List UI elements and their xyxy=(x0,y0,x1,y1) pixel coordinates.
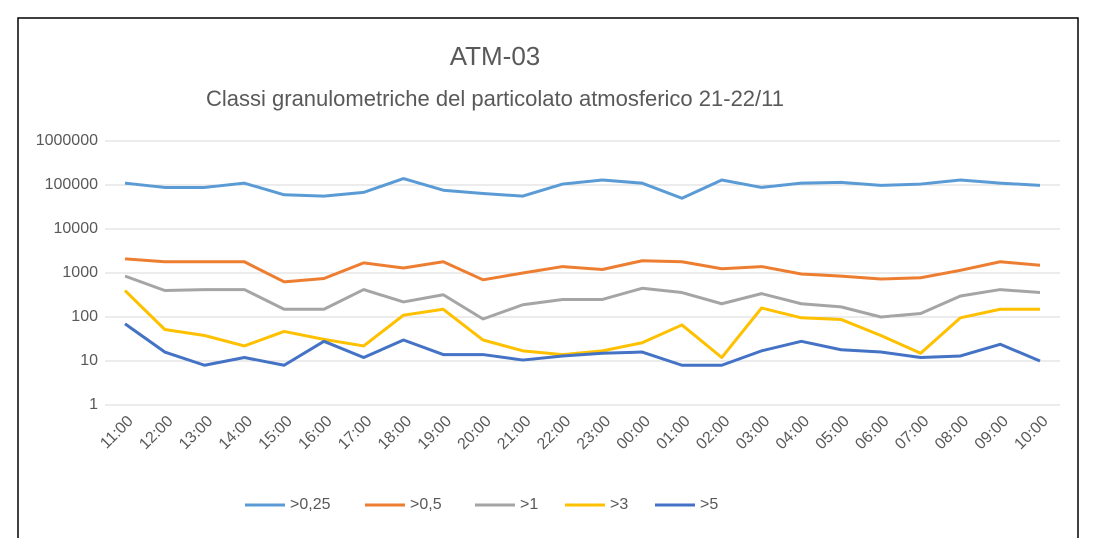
line-series xyxy=(124,322,1041,367)
y-tick-label: 1000000 xyxy=(36,132,98,149)
legend-label: >0,5 xyxy=(410,496,442,513)
y-tick-label: 10 xyxy=(80,352,98,369)
line-series xyxy=(124,177,1041,200)
legend-label: >5 xyxy=(700,496,718,513)
chart-subtitle: Classi granulometriche del particolato a… xyxy=(206,86,784,111)
y-tick-label: 1000 xyxy=(62,264,98,281)
line-series xyxy=(123,289,1040,360)
y-tick-label: 10000 xyxy=(54,220,99,237)
legend-label: >0,25 xyxy=(290,496,331,513)
legend-label: >3 xyxy=(610,496,628,513)
y-tick-label: 100000 xyxy=(45,176,98,193)
line-series xyxy=(124,274,1041,321)
y-tick-label: 1 xyxy=(89,396,98,413)
line-series xyxy=(124,257,1041,284)
y-tick-label: 100 xyxy=(71,308,98,325)
chart-title: ATM-03 xyxy=(450,41,541,71)
legend-label: >1 xyxy=(520,496,538,513)
